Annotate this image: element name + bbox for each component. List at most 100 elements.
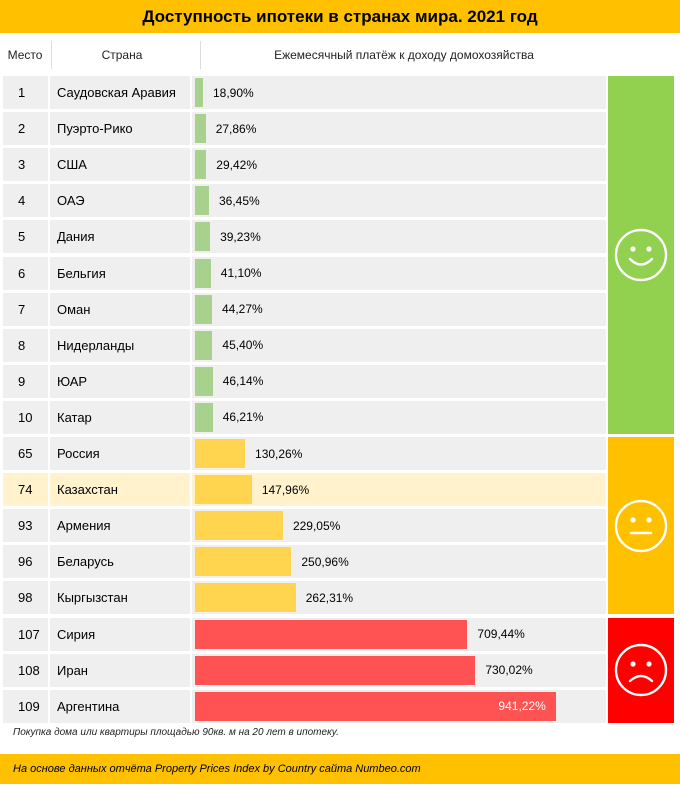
bar-cell: 250,96% [192,545,606,579]
value-label: 941,22% [498,699,546,714]
bar-cell: 709,44% [192,617,606,651]
rank-cell: 1 [3,76,48,109]
chart-row: 6 Бельгия 41,10% [0,256,606,290]
value-label: 29,42% [216,157,257,172]
chart-row: 7 Оман 44,27% [0,292,606,326]
chart-row: 65 Россия 130,26% [0,437,606,470]
rank-cell: 7 [3,292,48,326]
value-label: 147,96% [261,482,310,497]
chart-row: 107 Сирия 709,44% [0,617,606,651]
country-cell: Сирия [50,617,190,651]
value-label: 250,96% [301,554,349,569]
bar-neutral [195,583,296,613]
bar-good [195,294,212,324]
bar-good [195,78,203,107]
bar-cell: 262,31% [192,581,606,615]
chart-row: 8 Нидерланды 45,40% [0,328,606,362]
bar-neutral [195,439,246,468]
chart-row: 93 Армения 229,05% [0,509,606,543]
country-cell: Казахстан [50,473,190,507]
rank-cell: 5 [3,220,48,254]
bar-cell: 27,86% [192,112,606,146]
country-cell: Оман [50,292,190,326]
bar-neutral [195,475,252,505]
rank-cell: 96 [3,545,48,579]
mood-panel-neutral [608,437,674,615]
value-label: 262,31% [305,590,354,605]
bar-cell: 941,22% [192,689,606,723]
bar-good [195,222,211,252]
header-country: Страна [101,48,143,62]
bar-good [195,330,213,360]
value-label: 36,45% [218,193,260,208]
chart-row: 74 Казахстан 147,96% [0,473,606,507]
bar-neutral [195,511,283,541]
bar-good [195,150,207,180]
chart-row: 3 США 29,42% [0,148,606,182]
value-label: 130,26% [255,446,303,461]
rank-cell: 4 [3,184,48,218]
header-metric: Ежемесячный платёж к доходу домохозяйств… [274,48,534,62]
bar-cell: 44,27% [192,292,606,326]
sad-face-icon [614,643,668,697]
bar-cell: 46,21% [192,400,606,434]
country-cell: США [50,148,190,182]
bar-cell: 41,10% [192,256,606,290]
bar-good [195,366,213,396]
bar-cell: 229,05% [192,509,606,543]
neutral-face-icon [614,499,668,552]
country-cell: Саудовская Аравия [50,76,190,109]
country-cell: Россия [50,437,190,470]
bar-cell: 147,96% [192,473,606,507]
country-cell: Иран [50,653,190,687]
rank-cell: 10 [3,400,48,434]
rank-cell: 74 [3,473,48,507]
country-cell: Кыргызстан [50,581,190,615]
bar-good [195,114,206,144]
bar-bad [195,691,557,721]
chart-row: 4 ОАЭ 36,45% [0,184,606,218]
chart-row: 96 Беларусь 250,96% [0,545,606,579]
country-cell: Пуэрто-Рико [50,112,190,146]
chart-row: 98 Кыргызстан 262,31% [0,581,606,615]
chart-row: 2 Пуэрто-Рико 27,86% [0,112,606,146]
happy-face-icon [614,228,668,282]
header-divider [51,41,52,69]
value-label: 41,10% [220,266,262,280]
value-label: 46,14% [222,374,264,389]
mood-panel-good [608,76,674,434]
bar-cell: 45,40% [192,328,606,362]
bar-good [195,258,211,288]
rank-cell: 107 [3,617,48,651]
source-text: На основе данных отчёта Property Prices … [13,763,421,775]
country-cell: Нидерланды [50,328,190,362]
country-cell: Бельгия [50,256,190,290]
country-cell: Дания [50,220,190,254]
value-label: 27,86% [215,121,257,136]
chart-row: 108 Иран 730,02% [0,653,606,687]
rank-cell: 109 [3,689,48,723]
rank-cell: 2 [3,112,48,146]
value-label: 18,90% [213,85,254,100]
country-cell: ЮАР [50,364,190,398]
chart-row: 1 Саудовская Аравия 18,90% [0,76,606,109]
value-label: 730,02% [485,663,533,678]
value-label: 46,21% [222,410,264,425]
chart-title: Доступность ипотеки в странах мира. 2021… [0,0,680,33]
value-label: 45,40% [222,338,264,353]
chart-row: 10 Катар 46,21% [0,400,606,434]
source-bar: На основе данных отчёта Property Prices … [0,754,680,784]
country-cell: Армения [50,509,190,543]
mood-panel-bad [608,617,674,723]
value-label: 229,05% [292,518,341,533]
bar-cell: 18,90% [192,76,606,109]
bar-cell: 39,23% [192,220,606,254]
bar-good [195,186,209,216]
header-rank: Место [7,48,43,62]
rank-cell: 3 [3,148,48,182]
header-divider [200,41,201,69]
rank-cell: 65 [3,437,48,470]
bar-cell: 36,45% [192,184,606,218]
bar-good [195,402,213,432]
rank-cell: 108 [3,653,48,687]
